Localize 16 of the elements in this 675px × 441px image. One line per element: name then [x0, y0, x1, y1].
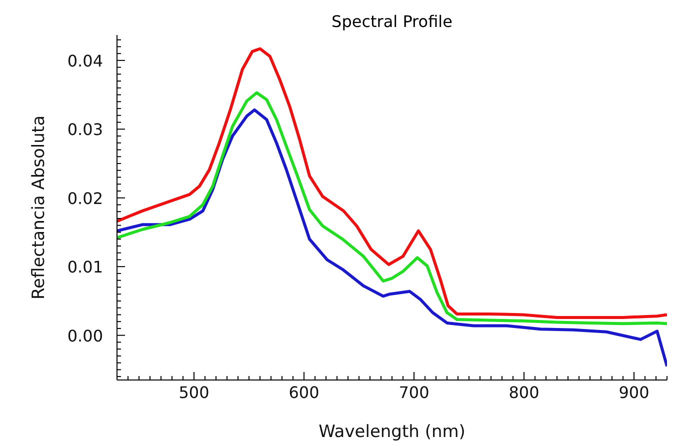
x-tick-label: 900 — [618, 383, 650, 402]
chart-title: Spectral Profile — [330, 12, 454, 31]
y-tick-label: 0.02 — [67, 188, 103, 208]
x-tick-label: 800 — [508, 383, 540, 402]
line-series — [117, 91, 667, 326]
line-series — [117, 47, 667, 319]
y-tick-label: 0.01 — [67, 258, 103, 277]
y-tick-label: 0.03 — [67, 120, 103, 140]
y-tick-label: 0.00 — [67, 326, 103, 346]
x-tick-label: 500 — [178, 383, 210, 402]
x-tick-label: 600 — [288, 383, 320, 402]
x-tick-label: 700 — [398, 383, 430, 402]
y-tick-label: 0.04 — [67, 51, 103, 70]
y-axis-title: Reflectancia Absoluta — [29, 115, 50, 300]
line-series — [117, 108, 667, 368]
x-axis-title: Wavelength (nm) — [318, 422, 466, 441]
